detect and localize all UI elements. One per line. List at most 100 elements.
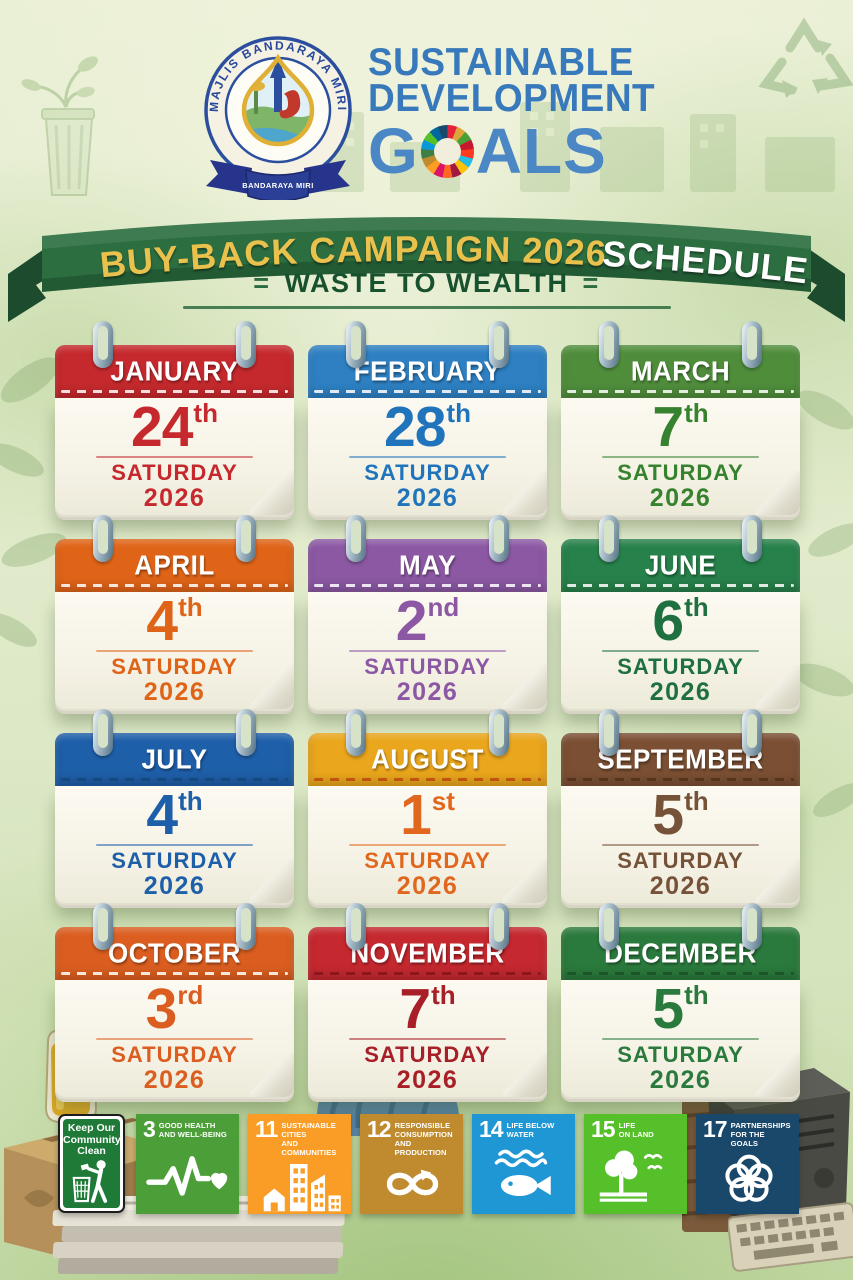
event-weekday: SATURDAY bbox=[364, 1042, 491, 1068]
month-header: JUNE bbox=[561, 539, 800, 592]
sdg-goals-row: G ALS bbox=[368, 119, 658, 183]
date-divider bbox=[601, 844, 760, 847]
binder-ring-icon bbox=[346, 903, 367, 950]
month-name: JUNE bbox=[644, 549, 717, 581]
tear-line bbox=[567, 778, 794, 781]
binder-ring-icon bbox=[488, 709, 509, 756]
binder-ring-icon bbox=[741, 903, 762, 950]
city-buildings-icon bbox=[263, 1164, 341, 1212]
event-weekday: SATURDAY bbox=[617, 1042, 744, 1068]
crest-ribbon-text: BANDARAYA MIRI bbox=[242, 181, 314, 190]
sdg-title: GOOD HEALTH AND WELL-BEING bbox=[158, 1121, 227, 1140]
fish-waves-icon bbox=[494, 1149, 551, 1196]
footer-badges-row: Keep Our Community Clean 3 GOOD HEALTH AN… bbox=[58, 1114, 808, 1214]
tear-line bbox=[314, 972, 541, 975]
month-name: SEPTEMBER bbox=[597, 743, 764, 775]
tear-line bbox=[61, 778, 288, 781]
date-divider bbox=[601, 650, 760, 653]
sdg-badge-17: 17 PARTNERSHIPS FOR THE GOALS bbox=[696, 1114, 799, 1214]
event-year: 2026 bbox=[396, 677, 459, 706]
tagline-right-decor: = bbox=[582, 268, 600, 298]
binder-ring-icon bbox=[235, 709, 256, 756]
event-weekday: SATURDAY bbox=[364, 848, 491, 874]
event-year: 2026 bbox=[649, 871, 712, 900]
sdg-badge-15: 15 LIFE ON LAND bbox=[584, 1114, 687, 1214]
recycle-symbol-icon bbox=[758, 17, 853, 98]
sdg-number: 11 bbox=[255, 1116, 278, 1142]
event-year: 2026 bbox=[649, 677, 712, 706]
month-header: NOVEMBER bbox=[308, 927, 547, 980]
month-header: AUGUST bbox=[308, 733, 547, 786]
binder-ring-icon bbox=[235, 515, 256, 562]
page-curl bbox=[250, 859, 294, 903]
sdg-badge-12: 12 RESPONSIBLE CONSUMPTION AND PRODUCTION bbox=[360, 1114, 463, 1214]
binder-ring-icon bbox=[599, 515, 620, 562]
binder-ring-icon bbox=[93, 903, 114, 950]
sdg-badge-3: 3 GOOD HEALTH AND WELL-BEING bbox=[136, 1114, 239, 1214]
month-header: JULY bbox=[55, 733, 294, 786]
date-divider bbox=[348, 650, 507, 653]
page-curl bbox=[756, 471, 800, 515]
tear-line bbox=[314, 390, 541, 393]
event-weekday: SATURDAY bbox=[111, 1042, 238, 1068]
month-header: SEPTEMBER bbox=[561, 733, 800, 786]
litter-disposal-icon bbox=[72, 1159, 107, 1203]
tear-line bbox=[567, 390, 794, 393]
tear-line bbox=[61, 390, 288, 393]
event-weekday: SATURDAY bbox=[617, 654, 744, 680]
event-year: 2026 bbox=[649, 1065, 712, 1094]
sign-line1: Keep Our bbox=[67, 1122, 116, 1134]
sdg-title: LIFE ON LAND bbox=[618, 1121, 654, 1140]
crest-ribbon: BANDARAYA MIRI bbox=[206, 160, 350, 200]
page-curl bbox=[250, 471, 294, 515]
event-year: 2026 bbox=[143, 1065, 206, 1094]
month-header: APRIL bbox=[55, 539, 294, 592]
month-name: MARCH bbox=[630, 355, 731, 387]
sdg-wordmark-line1: SUSTAINABLE bbox=[368, 40, 634, 84]
tear-line bbox=[567, 972, 794, 975]
sdg-number: 3 bbox=[143, 1116, 156, 1142]
sdg-badge-11: 11 SUSTAINABLE CITIES AND COMMUNITIES bbox=[248, 1114, 351, 1214]
date-divider bbox=[95, 1038, 254, 1041]
month-name: NOVEMBER bbox=[350, 937, 505, 969]
tagline-text: WASTE TO WEALTH bbox=[284, 268, 569, 298]
binder-ring-icon bbox=[488, 903, 509, 950]
event-weekday: SATURDAY bbox=[617, 460, 744, 486]
page-curl bbox=[503, 1053, 547, 1097]
binder-ring-icon bbox=[599, 709, 620, 756]
event-weekday: SATURDAY bbox=[364, 654, 491, 680]
tear-line bbox=[61, 584, 288, 587]
month-name: MAY bbox=[399, 549, 456, 581]
month-header: FEBRUARY bbox=[308, 345, 547, 398]
date-divider bbox=[348, 456, 507, 459]
sdg-number: 15 bbox=[591, 1116, 616, 1142]
tear-line bbox=[61, 972, 288, 975]
sdg-wordmark: SUSTAINABLE DEVELOPMENT G ALS bbox=[368, 40, 658, 183]
sdg-title: RESPONSIBLE CONSUMPTION AND PRODUCTION bbox=[394, 1121, 453, 1158]
event-weekday: SATURDAY bbox=[111, 848, 238, 874]
event-year: 2026 bbox=[396, 871, 459, 900]
tear-line bbox=[314, 778, 541, 781]
month-header: DECEMBER bbox=[561, 927, 800, 980]
month-header: MARCH bbox=[561, 345, 800, 398]
tear-line bbox=[567, 584, 794, 587]
month-name: JANUARY bbox=[110, 355, 239, 387]
page-curl bbox=[756, 859, 800, 903]
binder-ring-icon bbox=[235, 321, 256, 368]
date-divider bbox=[95, 456, 254, 459]
